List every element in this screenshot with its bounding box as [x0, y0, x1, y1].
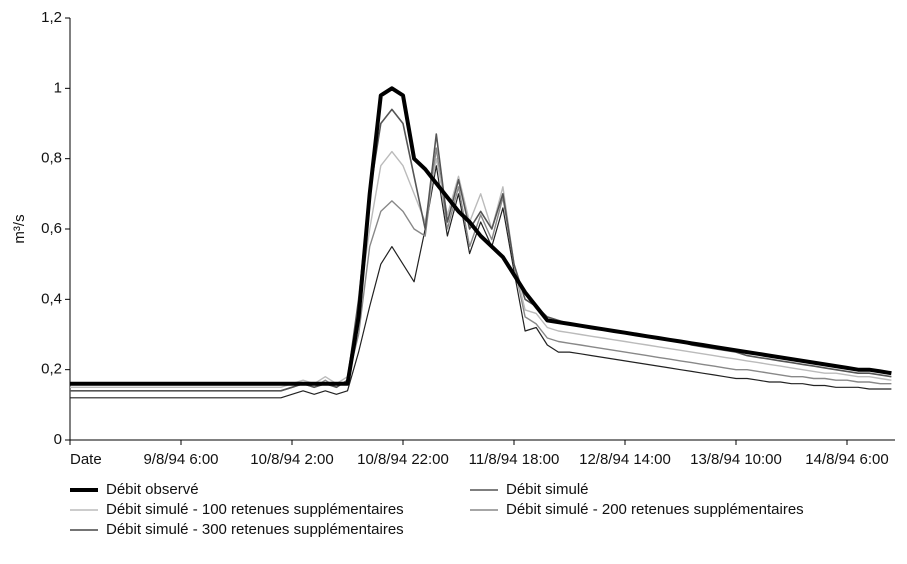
x-tick-label: Date: [70, 451, 102, 468]
x-tick-label: 11/8/94 18:00: [469, 451, 560, 468]
x-tick-label: 12/8/94 14:00: [579, 451, 671, 468]
series-line: [70, 150, 892, 388]
x-tick-label: 13/8/94 10:00: [690, 451, 782, 468]
y-tick-label: 0,6: [41, 220, 62, 237]
legend-label: Débit simulé - 300 retenues supplémentai…: [106, 521, 404, 538]
y-tick-label: 0,2: [41, 361, 62, 378]
y-tick-label: 0,8: [41, 150, 62, 167]
x-tick-label: 9/8/94 6:00: [143, 451, 218, 468]
x-tick-label: 14/8/94 6:00: [805, 451, 888, 468]
y-tick-label: 0,4: [41, 290, 62, 307]
legend-label: Débit observé: [106, 481, 199, 498]
x-tick-label: 10/8/94 2:00: [250, 451, 333, 468]
y-axis-title: m³/s: [11, 214, 28, 243]
series-line: [70, 108, 892, 392]
series-line: [70, 165, 892, 399]
legend-label: Débit simulé - 200 retenues supplémentai…: [506, 501, 804, 518]
y-tick-label: 1,2: [41, 9, 62, 26]
x-tick-label: 10/8/94 22:00: [357, 451, 449, 468]
y-tick-label: 0: [54, 431, 62, 448]
y-tick-label: 1: [54, 79, 62, 96]
legend-label: Débit simulé: [506, 481, 589, 498]
series-line: [70, 86, 892, 386]
legend-label: Débit simulé - 100 retenues supplémentai…: [106, 501, 404, 518]
